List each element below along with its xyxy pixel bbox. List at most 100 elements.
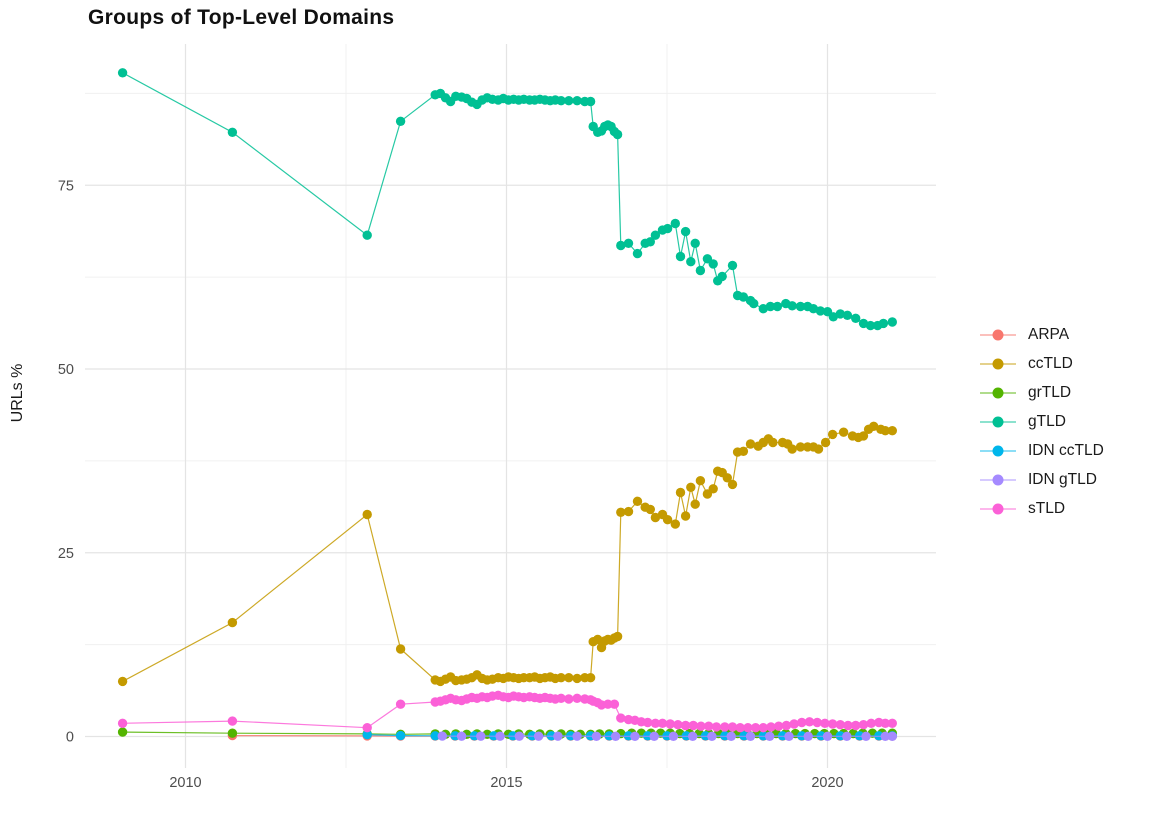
legend-key-dot bbox=[992, 358, 1004, 369]
data-point bbox=[630, 731, 640, 741]
data-point bbox=[861, 731, 871, 741]
data-point bbox=[787, 301, 797, 311]
data-point bbox=[865, 320, 876, 331]
data-point bbox=[632, 496, 643, 506]
data-point bbox=[835, 720, 845, 730]
data-point bbox=[887, 426, 897, 436]
data-point bbox=[632, 248, 643, 259]
data-point bbox=[765, 731, 775, 741]
data-point bbox=[858, 720, 869, 730]
data-point bbox=[842, 310, 853, 320]
data-point bbox=[623, 506, 634, 517]
data-point bbox=[735, 723, 745, 733]
legend-label: IDN ccTLD bbox=[1028, 441, 1104, 459]
data-point bbox=[650, 512, 661, 523]
data-point bbox=[680, 226, 691, 237]
data-point bbox=[362, 730, 372, 740]
data-point bbox=[673, 720, 683, 730]
data-point bbox=[650, 718, 661, 728]
data-point bbox=[362, 509, 372, 520]
series-gtld bbox=[117, 68, 897, 331]
data-point bbox=[675, 251, 686, 262]
data-point bbox=[572, 96, 582, 106]
legend-label: grTLD bbox=[1028, 383, 1072, 401]
data-point bbox=[662, 515, 673, 525]
data-point bbox=[878, 318, 889, 329]
data-point bbox=[880, 731, 890, 741]
series-idn-gtld bbox=[437, 731, 897, 741]
data-point bbox=[820, 437, 831, 448]
data-point bbox=[612, 631, 623, 642]
data-point bbox=[688, 720, 698, 731]
data-point bbox=[572, 693, 582, 703]
data-point bbox=[362, 230, 372, 240]
data-point bbox=[784, 731, 794, 741]
data-point bbox=[880, 718, 890, 728]
data-point bbox=[623, 238, 634, 248]
data-point bbox=[851, 720, 861, 731]
data-point bbox=[815, 306, 826, 316]
y-axis-title: URLs % bbox=[9, 363, 26, 423]
data-point bbox=[690, 238, 700, 248]
legend-item-gtld: gTLD bbox=[978, 407, 1104, 436]
chart-title: Groups of Top-Level Domains bbox=[88, 6, 395, 29]
legend-key-dot bbox=[992, 503, 1004, 514]
data-point bbox=[745, 439, 756, 449]
data-point bbox=[686, 482, 696, 492]
data-point bbox=[585, 96, 596, 107]
data-point bbox=[395, 730, 406, 741]
series-cctld bbox=[117, 421, 897, 687]
data-point bbox=[887, 317, 897, 327]
legend-label: ccTLD bbox=[1028, 354, 1073, 372]
x-tick-label: 2020 bbox=[811, 775, 843, 791]
data-point bbox=[362, 723, 372, 733]
data-point bbox=[750, 723, 761, 733]
data-point bbox=[758, 304, 768, 314]
data-point bbox=[688, 731, 698, 741]
data-point bbox=[887, 731, 897, 741]
data-point bbox=[787, 444, 797, 454]
data-point bbox=[227, 716, 238, 726]
data-point bbox=[866, 718, 876, 728]
data-point bbox=[117, 718, 128, 728]
data-point bbox=[533, 731, 544, 741]
data-point bbox=[797, 717, 807, 728]
y-tick-label: 25 bbox=[58, 546, 74, 562]
data-point bbox=[643, 717, 653, 728]
data-point bbox=[795, 301, 806, 312]
data-point bbox=[395, 699, 406, 709]
data-point bbox=[704, 721, 714, 731]
legend-label: sTLD bbox=[1028, 499, 1066, 517]
series-stld bbox=[117, 690, 897, 733]
data-point bbox=[738, 446, 749, 456]
data-point bbox=[612, 129, 623, 140]
data-point bbox=[738, 292, 749, 302]
series-line bbox=[122, 72, 893, 327]
data-point bbox=[711, 722, 722, 732]
data-point bbox=[887, 718, 897, 728]
data-point bbox=[456, 731, 467, 741]
legend: ARPA ccTLD grTLD gTLD IDN ccTLD IDN gTLD sTLD bbox=[978, 320, 1104, 523]
legend-key-dot bbox=[992, 329, 1004, 340]
data-point bbox=[820, 718, 830, 728]
data-point bbox=[227, 127, 238, 137]
legend-label: gTLD bbox=[1028, 412, 1066, 430]
data-point bbox=[117, 68, 128, 78]
data-point bbox=[649, 731, 659, 741]
x-tick-label: 2015 bbox=[490, 775, 522, 791]
gridlines-minor bbox=[85, 44, 936, 768]
data-point bbox=[722, 473, 732, 483]
data-point bbox=[827, 429, 838, 440]
data-point bbox=[616, 713, 626, 723]
data-point bbox=[616, 240, 626, 251]
data-point bbox=[564, 673, 574, 683]
data-point bbox=[745, 731, 756, 741]
series-line bbox=[122, 425, 893, 683]
data-point bbox=[645, 504, 655, 515]
data-point bbox=[227, 728, 238, 738]
data-point bbox=[662, 223, 673, 234]
data-point bbox=[726, 731, 736, 741]
data-point bbox=[572, 731, 582, 741]
data-point bbox=[680, 720, 691, 731]
